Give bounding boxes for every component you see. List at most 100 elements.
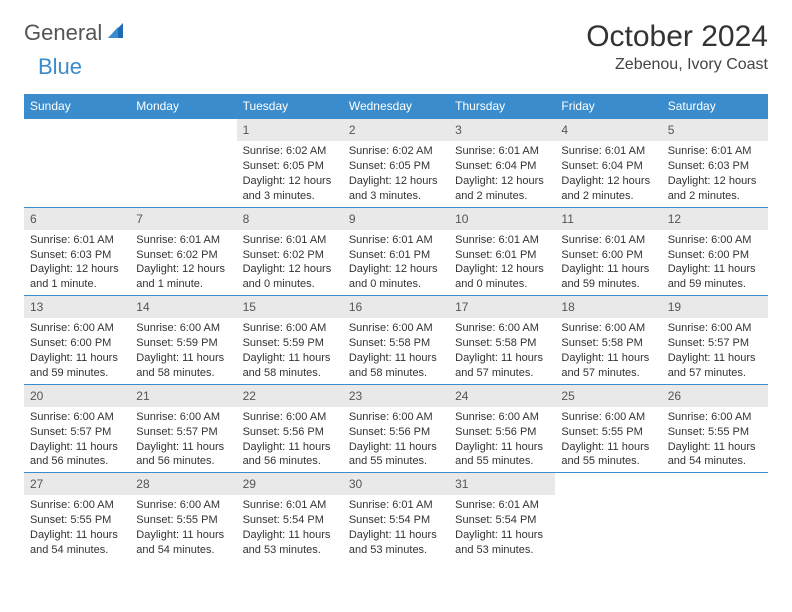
calendar-week-row: 27Sunrise: 6:00 AMSunset: 5:55 PMDayligh… <box>24 473 768 561</box>
location-label: Zebenou, Ivory Coast <box>586 56 768 74</box>
sunset-text: Sunset: 5:57 PM <box>668 336 762 351</box>
daylight1-text: Daylight: 11 hours <box>136 440 230 455</box>
day-number: 25 <box>555 385 661 407</box>
sunset-text: Sunset: 6:05 PM <box>349 159 443 174</box>
day-number: 26 <box>662 385 768 407</box>
day-body: Sunrise: 6:01 AMSunset: 6:04 PMDaylight:… <box>449 141 555 206</box>
sunset-text: Sunset: 6:02 PM <box>136 248 230 263</box>
day-body: Sunrise: 6:01 AMSunset: 6:01 PMDaylight:… <box>449 230 555 295</box>
day-body: Sunrise: 6:00 AMSunset: 5:57 PMDaylight:… <box>130 407 236 472</box>
day-number: 11 <box>555 208 661 230</box>
day-number: 1 <box>237 119 343 141</box>
day-body: Sunrise: 6:00 AMSunset: 5:58 PMDaylight:… <box>555 318 661 383</box>
sunset-text: Sunset: 6:04 PM <box>455 159 549 174</box>
daylight1-text: Daylight: 11 hours <box>349 440 443 455</box>
day-body: Sunrise: 6:00 AMSunset: 5:56 PMDaylight:… <box>449 407 555 472</box>
daylight2-text: and 3 minutes. <box>349 189 443 204</box>
weekday-header: Monday <box>130 94 236 119</box>
sunrise-text: Sunrise: 6:00 AM <box>136 498 230 513</box>
daylight1-text: Daylight: 12 hours <box>455 174 549 189</box>
daylight1-text: Daylight: 11 hours <box>136 528 230 543</box>
calendar-week-row: 20Sunrise: 6:00 AMSunset: 5:57 PMDayligh… <box>24 384 768 473</box>
daylight1-text: Daylight: 12 hours <box>243 262 337 277</box>
day-number: 19 <box>662 296 768 318</box>
day-number: 14 <box>130 296 236 318</box>
daylight2-text: and 1 minute. <box>30 277 124 292</box>
sunrise-text: Sunrise: 6:01 AM <box>243 498 337 513</box>
daylight1-text: Daylight: 11 hours <box>30 351 124 366</box>
brand-part2: Blue <box>38 54 82 79</box>
sunrise-text: Sunrise: 6:00 AM <box>30 321 124 336</box>
calendar-day-cell: 30Sunrise: 6:01 AMSunset: 5:54 PMDayligh… <box>343 473 449 561</box>
sunset-text: Sunset: 5:57 PM <box>30 425 124 440</box>
sunset-text: Sunset: 5:56 PM <box>455 425 549 440</box>
sunrise-text: Sunrise: 6:01 AM <box>455 498 549 513</box>
calendar-day-cell: 14Sunrise: 6:00 AMSunset: 5:59 PMDayligh… <box>130 296 236 385</box>
daylight1-text: Daylight: 12 hours <box>30 262 124 277</box>
day-body: Sunrise: 6:00 AMSunset: 5:56 PMDaylight:… <box>343 407 449 472</box>
sunset-text: Sunset: 5:58 PM <box>561 336 655 351</box>
day-number: 6 <box>24 208 130 230</box>
calendar-day-cell: 24Sunrise: 6:00 AMSunset: 5:56 PMDayligh… <box>449 384 555 473</box>
sunset-text: Sunset: 6:03 PM <box>668 159 762 174</box>
sunset-text: Sunset: 5:55 PM <box>668 425 762 440</box>
day-number: 8 <box>237 208 343 230</box>
sunrise-text: Sunrise: 6:01 AM <box>349 498 443 513</box>
calendar-day-cell: 9Sunrise: 6:01 AMSunset: 6:01 PMDaylight… <box>343 207 449 296</box>
daylight2-text: and 55 minutes. <box>561 454 655 469</box>
day-number: 15 <box>237 296 343 318</box>
day-body: Sunrise: 6:01 AMSunset: 5:54 PMDaylight:… <box>449 495 555 560</box>
day-number: 7 <box>130 208 236 230</box>
daylight2-text: and 54 minutes. <box>30 543 124 558</box>
sunset-text: Sunset: 5:56 PM <box>349 425 443 440</box>
sunrise-text: Sunrise: 6:01 AM <box>455 144 549 159</box>
daylight1-text: Daylight: 11 hours <box>561 262 655 277</box>
daylight1-text: Daylight: 12 hours <box>455 262 549 277</box>
day-number: 17 <box>449 296 555 318</box>
weekday-header-row: Sunday Monday Tuesday Wednesday Thursday… <box>24 94 768 119</box>
day-body: Sunrise: 6:01 AMSunset: 6:02 PMDaylight:… <box>130 230 236 295</box>
sunset-text: Sunset: 5:59 PM <box>136 336 230 351</box>
day-body: Sunrise: 6:02 AMSunset: 6:05 PMDaylight:… <box>343 141 449 206</box>
daylight2-text: and 59 minutes. <box>561 277 655 292</box>
day-body: Sunrise: 6:00 AMSunset: 5:55 PMDaylight:… <box>555 407 661 472</box>
calendar-day-cell: 15Sunrise: 6:00 AMSunset: 5:59 PMDayligh… <box>237 296 343 385</box>
calendar-day-cell: 26Sunrise: 6:00 AMSunset: 5:55 PMDayligh… <box>662 384 768 473</box>
sunrise-text: Sunrise: 6:00 AM <box>30 410 124 425</box>
sunrise-text: Sunrise: 6:00 AM <box>668 233 762 248</box>
calendar-week-row: 13Sunrise: 6:00 AMSunset: 6:00 PMDayligh… <box>24 296 768 385</box>
day-body: Sunrise: 6:00 AMSunset: 5:55 PMDaylight:… <box>130 495 236 560</box>
daylight2-text: and 2 minutes. <box>561 189 655 204</box>
daylight2-text: and 54 minutes. <box>668 454 762 469</box>
calendar-day-cell: 17Sunrise: 6:00 AMSunset: 5:58 PMDayligh… <box>449 296 555 385</box>
daylight1-text: Daylight: 11 hours <box>243 351 337 366</box>
calendar-day-cell: 25Sunrise: 6:00 AMSunset: 5:55 PMDayligh… <box>555 384 661 473</box>
daylight1-text: Daylight: 12 hours <box>349 262 443 277</box>
daylight2-text: and 57 minutes. <box>668 366 762 381</box>
calendar-day-cell: 21Sunrise: 6:00 AMSunset: 5:57 PMDayligh… <box>130 384 236 473</box>
daylight1-text: Daylight: 11 hours <box>561 351 655 366</box>
weekday-header: Tuesday <box>237 94 343 119</box>
day-number: 12 <box>662 208 768 230</box>
day-number: 4 <box>555 119 661 141</box>
day-body: Sunrise: 6:01 AMSunset: 5:54 PMDaylight:… <box>237 495 343 560</box>
daylight1-text: Daylight: 11 hours <box>668 351 762 366</box>
calendar-day-cell: 10Sunrise: 6:01 AMSunset: 6:01 PMDayligh… <box>449 207 555 296</box>
day-number: 20 <box>24 385 130 407</box>
day-body: Sunrise: 6:01 AMSunset: 6:00 PMDaylight:… <box>555 230 661 295</box>
day-body: Sunrise: 6:01 AMSunset: 5:54 PMDaylight:… <box>343 495 449 560</box>
daylight2-text: and 55 minutes. <box>455 454 549 469</box>
day-number: 5 <box>662 119 768 141</box>
sunrise-text: Sunrise: 6:00 AM <box>30 498 124 513</box>
day-number: 10 <box>449 208 555 230</box>
daylight1-text: Daylight: 11 hours <box>455 351 549 366</box>
calendar-day-cell: 4Sunrise: 6:01 AMSunset: 6:04 PMDaylight… <box>555 119 661 208</box>
calendar-day-cell: 18Sunrise: 6:00 AMSunset: 5:58 PMDayligh… <box>555 296 661 385</box>
sunrise-text: Sunrise: 6:00 AM <box>349 321 443 336</box>
day-body: Sunrise: 6:00 AMSunset: 6:00 PMDaylight:… <box>24 318 130 383</box>
day-body: Sunrise: 6:01 AMSunset: 6:01 PMDaylight:… <box>343 230 449 295</box>
calendar-day-cell: 6Sunrise: 6:01 AMSunset: 6:03 PMDaylight… <box>24 207 130 296</box>
day-number: 31 <box>449 473 555 495</box>
calendar-week-row: 6Sunrise: 6:01 AMSunset: 6:03 PMDaylight… <box>24 207 768 296</box>
sunset-text: Sunset: 6:04 PM <box>561 159 655 174</box>
